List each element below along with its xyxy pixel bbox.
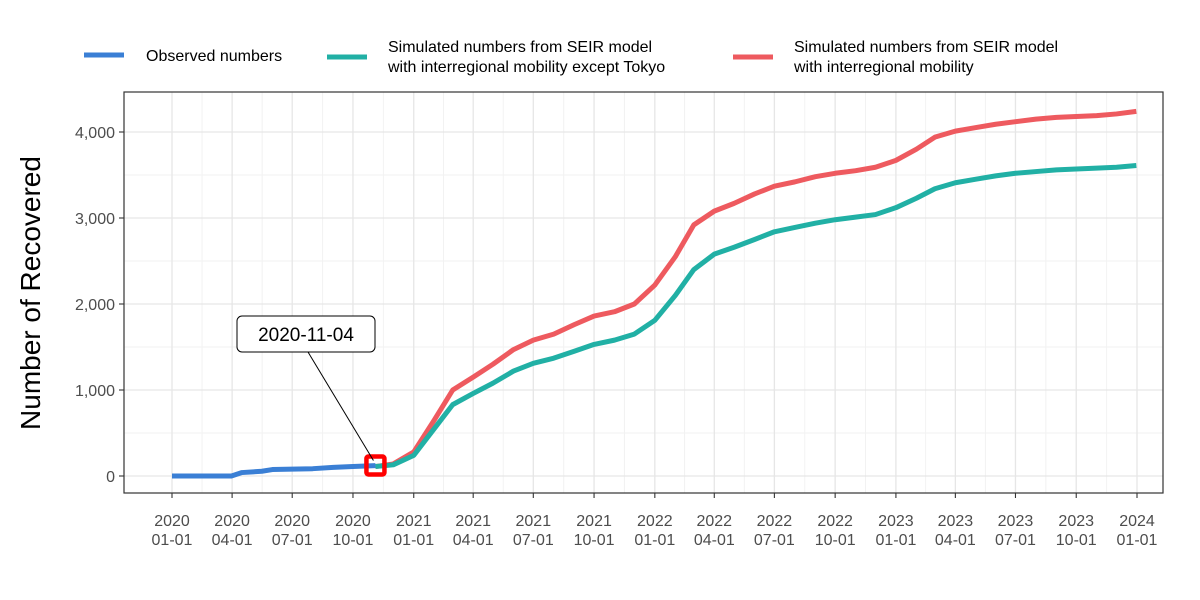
x-tick-label-year: 2020: [274, 513, 310, 530]
y-tick-label: 1,000: [75, 383, 115, 400]
annotation-label-box: [236, 315, 376, 353]
x-tick-label-monthday: 10-01: [1056, 532, 1097, 549]
x-tick-label-monthday: 07-01: [754, 532, 795, 549]
x-tick-label-monthday: 10-01: [815, 532, 856, 549]
x-tick-label-year: 2020: [335, 513, 371, 530]
x-tick-label-monthday: 04-01: [694, 532, 735, 549]
legend-label-0: Observed numbers: [146, 48, 282, 65]
annotation-layer: 2020-11-04: [236, 315, 387, 477]
x-tick-label-monthday: 01-01: [393, 532, 434, 549]
x-tick-label-year: 2022: [757, 513, 793, 530]
annotation-label: 2020-11-04: [258, 325, 354, 346]
plot-panel-border: [123, 91, 1164, 494]
annotation-marker: [364, 454, 387, 477]
x-tick-label-year: 2024: [1119, 513, 1155, 530]
x-tick-label-monthday: 10-01: [574, 532, 615, 549]
x-tick-label-monthday: 04-01: [453, 532, 494, 549]
x-tick-label-year: 2021: [516, 513, 552, 530]
x-tick-label-monthday: 01-01: [634, 532, 675, 549]
series-layer: [172, 108, 1137, 479]
series-line-0: [172, 463, 376, 479]
x-tick-label-monthday: 10-01: [333, 532, 374, 549]
x-tick-label-year: 2021: [576, 513, 612, 530]
x-tick-label-monthday: 07-01: [995, 532, 1036, 549]
x-tick-label-monthday: 07-01: [272, 532, 313, 549]
series-line-1: [375, 163, 1137, 470]
x-tick-label-year: 2023: [878, 513, 914, 530]
x-tick-label-year: 2020: [154, 513, 190, 530]
x-tick-label-monthday: 07-01: [513, 532, 554, 549]
legend-label-1: Simulated numbers from SEIR model with in…: [387, 39, 665, 76]
x-tick-label-year: 2022: [817, 513, 853, 530]
legend-label-2: Simulated numbers from SEIR model with in…: [793, 39, 1058, 76]
legend: Observed numbers Simulated numbers from S…: [84, 39, 1058, 76]
x-tick-label-monthday: 04-01: [212, 532, 253, 549]
x-tick-label-monthday: 01-01: [875, 532, 916, 549]
x-tick-label-year: 2023: [938, 513, 974, 530]
x-tick-label-year: 2023: [1058, 513, 1094, 530]
y-tick-label: 4,000: [75, 125, 115, 142]
y-tick-label: 2,000: [75, 297, 115, 314]
x-tick-label-year: 2021: [455, 513, 491, 530]
annotation-leader-line: [307, 351, 374, 461]
series-line-2: [375, 108, 1137, 470]
x-tick-label-monthday: 01-01: [1117, 532, 1158, 549]
axes: 0 1,000 2,000 3,000 4,000 2020 01-01 2020 04-01 2…: [75, 125, 1158, 549]
y-tick-label: 3,000: [75, 211, 115, 228]
y-tick-label: 0: [106, 469, 115, 486]
y-axis-title: Number of Recovered: [15, 156, 46, 430]
x-tick-label-year: 2021: [396, 513, 432, 530]
x-tick-label-year: 2020: [214, 513, 250, 530]
x-tick-label-monthday: 01-01: [152, 532, 193, 549]
x-tick-label-year: 2022: [637, 513, 673, 530]
x-tick-label-year: 2022: [696, 513, 732, 530]
x-tick-label-monthday: 04-01: [935, 532, 976, 549]
x-tick-label-year: 2023: [998, 513, 1034, 530]
